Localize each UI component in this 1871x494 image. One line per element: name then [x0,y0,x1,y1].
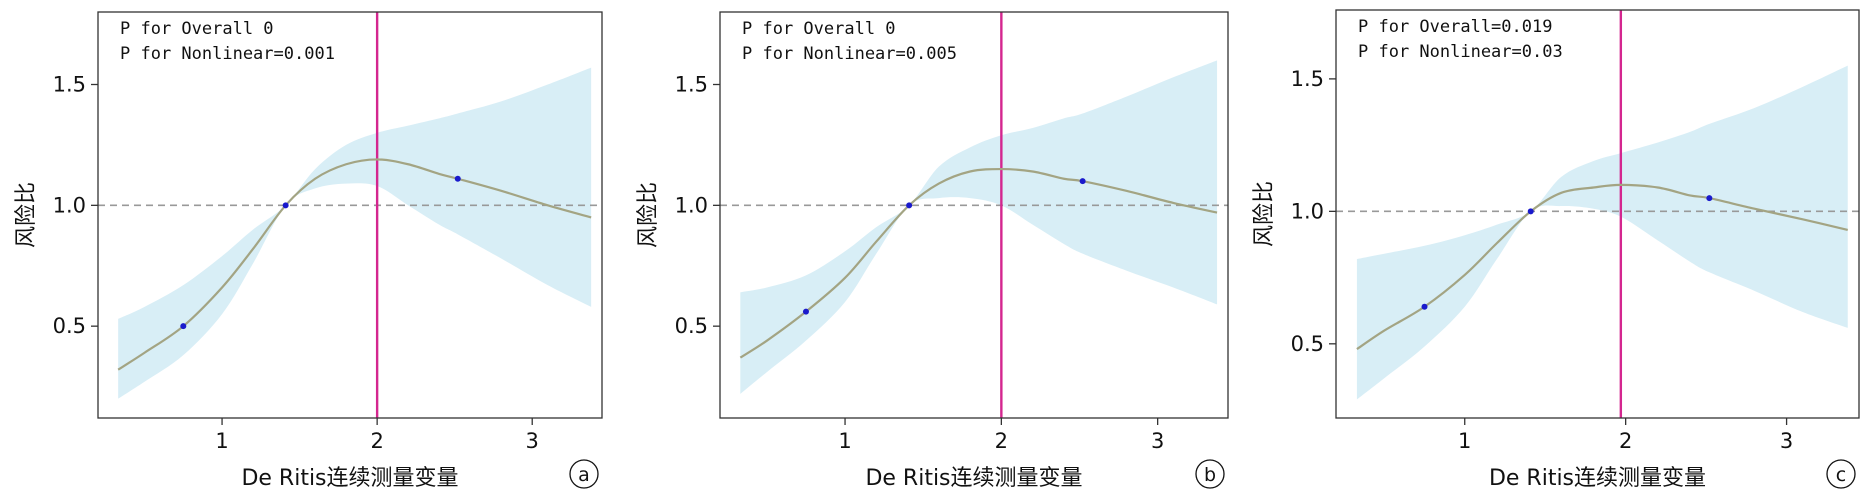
y-axis-title: 风险比 [14,182,39,248]
confidence-band [1356,65,1848,400]
plot-frame [97,11,603,419]
data-point [1079,178,1086,185]
y-axis-title: 风险比 [636,182,661,248]
y-axis-title: 风险比 [1252,181,1277,247]
y-tick-label: 1.5 [675,73,708,97]
p-value-annotation: P for Nonlinear=0.001 [120,44,335,64]
chart-panel-c: 0.5 1.0 1.5 1 2 3 P for Overall=0.019 P for Non… [1252,9,1860,491]
y-tick-label: 0.5 [675,314,708,338]
x-tick-label: 3 [1780,429,1793,453]
x-tick-label: 2 [370,429,383,453]
data-point [282,202,289,209]
y-tick-label: 0.5 [53,314,86,338]
x-tick-label: 2 [995,429,1008,453]
p-value-annotation: P for Nonlinear=0.03 [1358,42,1563,62]
x-axis-title: De Ritis连续测量变量 [1489,466,1706,491]
x-axis-title: De Ritis连续测量变量 [865,466,1082,491]
data-point [1527,208,1534,215]
p-value-annotation: P for Overall=0.019 [1358,17,1552,37]
spline-curve [117,158,592,371]
y-tick-label: 1.5 [53,73,86,97]
y-tick-label: 1.5 [1291,67,1324,91]
confidence-band [740,60,1218,394]
p-value-annotation: P for Overall 0 [120,19,274,39]
plot-frame [1335,9,1860,419]
x-tick-label: 3 [526,429,539,453]
p-value-annotation: P for Overall 0 [742,19,896,39]
x-tick-label: 1 [1458,429,1471,453]
panel-label: a [578,464,590,486]
panel-label: b [1204,464,1216,486]
x-tick-label: 2 [1619,429,1632,453]
plot-frame [719,11,1229,419]
chart-panel-b: 0.5 1.0 1.5 1 2 3 P for Overall 0 P for Nonline… [636,11,1229,491]
y-tick-label: 1.0 [675,193,708,217]
data-point [454,175,461,182]
data-point [180,323,187,330]
data-point [802,308,809,315]
data-point [906,202,913,209]
panel-label: c [1836,464,1846,486]
y-tick-label: 1.0 [53,193,86,217]
panel-label-circle [1195,459,1225,489]
y-tick-label: 1.0 [1291,199,1324,223]
panel-label-circle [1826,459,1856,489]
spline-curve [739,167,1218,359]
p-value-annotation: P for Nonlinear=0.005 [742,44,957,64]
data-point [1706,195,1713,202]
data-point [1421,303,1428,310]
y-tick-label: 0.5 [1291,332,1324,356]
spline-curve [1356,183,1848,351]
x-tick-label: 1 [838,429,851,453]
chart-panel-a: 0.5 1.0 1.5 1 2 3 P for Overall 0 P for Nonline… [14,11,603,491]
x-axis-title: De Ritis连续测量变量 [241,466,458,491]
panel-label-circle [569,459,599,489]
x-tick-label: 1 [215,429,228,453]
confidence-band [118,67,592,399]
x-tick-label: 3 [1151,429,1164,453]
